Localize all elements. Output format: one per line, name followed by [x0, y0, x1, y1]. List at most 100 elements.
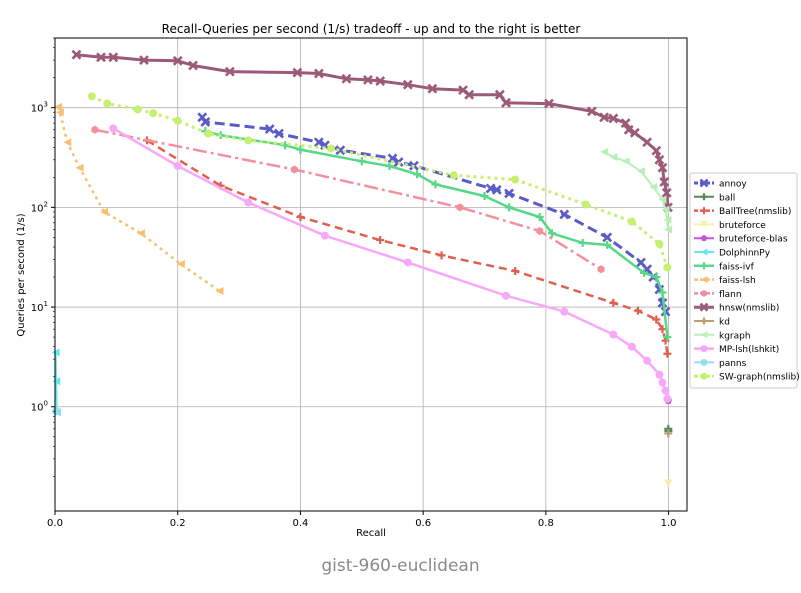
data-point-faiss-lsh	[176, 260, 185, 269]
data-point-mp-lsh-lshkit	[655, 370, 664, 379]
series-line-kgraph	[603, 151, 669, 230]
data-point-faiss-lsh	[100, 207, 109, 216]
data-point-hnsw-nmslib	[108, 52, 119, 63]
data-point-kgraph	[636, 167, 645, 176]
data-point-sw-graph-nmslib	[204, 129, 213, 138]
plot-frame	[54, 37, 688, 512]
data-point-kgraph	[658, 195, 667, 204]
legend-marker	[700, 331, 708, 339]
data-point-faiss-ivf	[413, 170, 422, 179]
data-point-hnsw-nmslib	[642, 137, 653, 148]
x-tick-label: 0.6	[415, 518, 431, 529]
data-point-hnsw-nmslib	[501, 97, 511, 108]
data-point-annoy	[602, 232, 613, 243]
data-point-balltree-nmslib	[663, 349, 672, 358]
legend-item-hnsw-nmslib: hnsw(nmslib)	[694, 302, 779, 314]
data-point-hnsw-nmslib	[629, 127, 640, 138]
series-faiss-lsh	[54, 102, 224, 295]
data-point-panns	[52, 407, 61, 416]
legend-label: hnsw(nmslib)	[719, 304, 779, 314]
legend-marker	[700, 207, 708, 215]
data-point-dolphinnpy	[51, 348, 60, 357]
data-point-balltree-nmslib	[652, 315, 661, 324]
data-point-kgraph	[621, 157, 630, 166]
legend-item-kgraph: kgraph	[694, 331, 751, 341]
legend-label: MP-lsh(lshkit)	[719, 345, 779, 355]
data-point-faiss-ivf	[578, 238, 587, 247]
data-point-sw-graph-nmslib	[87, 92, 96, 101]
series-kd	[664, 429, 673, 438]
data-point-mp-lsh-lshkit	[501, 291, 510, 300]
series-line-flann	[94, 128, 602, 271]
data-point-flann	[91, 125, 99, 134]
data-point-faiss-ivf	[603, 240, 612, 249]
legend-item-flann: flann	[694, 289, 742, 300]
x-tick-label: 0.8	[538, 518, 554, 529]
data-point-hnsw-nmslib	[464, 89, 475, 100]
data-point-mp-lsh-lshkit	[663, 394, 672, 403]
data-point-kgraph	[663, 225, 672, 234]
data-point-hnsw-nmslib	[341, 73, 352, 84]
series-line-annoy	[201, 116, 667, 313]
data-point-mp-lsh-lshkit	[244, 198, 253, 207]
legend-label: BallTree(nmslib)	[719, 207, 791, 217]
data-point-faiss-ivf	[640, 268, 649, 277]
data-point-hnsw-nmslib	[172, 55, 183, 66]
data-point-balltree-nmslib	[437, 251, 446, 260]
legend-label: panns	[719, 359, 747, 369]
data-point-annoy	[559, 209, 570, 220]
data-point-mp-lsh-lshkit	[320, 231, 329, 240]
data-point-faiss-ivf	[658, 288, 667, 297]
data-point-sw-graph-nmslib	[244, 136, 253, 145]
data-point-flann	[597, 265, 605, 274]
data-point-hnsw-nmslib	[188, 60, 198, 71]
data-point-balltree-nmslib	[633, 306, 642, 315]
data-point-faiss-ivf	[385, 162, 394, 171]
legend-item-kd: kd	[694, 317, 730, 328]
data-point-sw-graph-nmslib	[663, 263, 672, 272]
y-axis-label: Queries per second (1/s)	[16, 213, 27, 336]
legend-marker	[700, 248, 708, 256]
data-point-hnsw-nmslib	[586, 106, 597, 117]
data-point-annoy	[274, 128, 284, 139]
series-kgraph	[600, 147, 672, 234]
dataset-caption: gist-960-euclidean	[321, 556, 480, 576]
data-point-kgraph	[600, 147, 609, 156]
x-axis-label: Recall	[356, 528, 386, 539]
recall-qps-chart: 0.0 0.2 0.4 0.6 0.8 1.0 100 101 102 103 Recall-Qu…	[16, 22, 800, 539]
data-point-balltree-nmslib	[511, 266, 520, 275]
gridlines	[54, 38, 687, 511]
data-point-hnsw-nmslib	[608, 113, 619, 124]
data-point-annoy	[264, 124, 275, 134]
data-point-faiss-ivf	[548, 229, 557, 238]
x-tick-label: 0.2	[170, 518, 186, 529]
data-point-hnsw-nmslib	[654, 154, 665, 165]
data-point-mp-lsh-lshkit	[658, 378, 667, 387]
x-tick-label: 1.0	[661, 518, 677, 529]
data-point-kgraph	[609, 153, 618, 162]
data-point-faiss-lsh	[63, 138, 72, 147]
data-point-hnsw-nmslib	[139, 55, 149, 66]
data-point-hnsw-nmslib	[599, 112, 610, 123]
data-point-sw-graph-nmslib	[449, 171, 458, 180]
data-point-faiss-ivf	[357, 157, 366, 166]
data-point-mp-lsh-lshkit	[560, 307, 569, 316]
data-point-annoy	[387, 153, 398, 164]
data-point-flann	[456, 203, 464, 212]
data-point-hnsw-nmslib	[313, 68, 324, 79]
data-point-sw-graph-nmslib	[655, 239, 664, 248]
data-point-flann	[290, 165, 298, 174]
legend-label: bruteforce-blas	[719, 235, 788, 245]
data-point-balltree-nmslib	[658, 325, 667, 334]
data-point-sw-graph-nmslib	[327, 144, 336, 153]
data-point-balltree-nmslib	[376, 236, 385, 245]
data-point-faiss-lsh	[75, 163, 84, 172]
data-point-faiss-ivf	[431, 180, 440, 189]
series-line-hnsw-nmslib	[76, 53, 670, 208]
legend-marker	[700, 358, 708, 366]
data-point-hnsw-nmslib	[623, 124, 634, 135]
data-point-sw-graph-nmslib	[133, 105, 142, 114]
legend-marker	[700, 262, 708, 270]
data-point-sw-graph-nmslib	[511, 175, 520, 184]
data-point-dolphinnpy	[52, 377, 61, 386]
